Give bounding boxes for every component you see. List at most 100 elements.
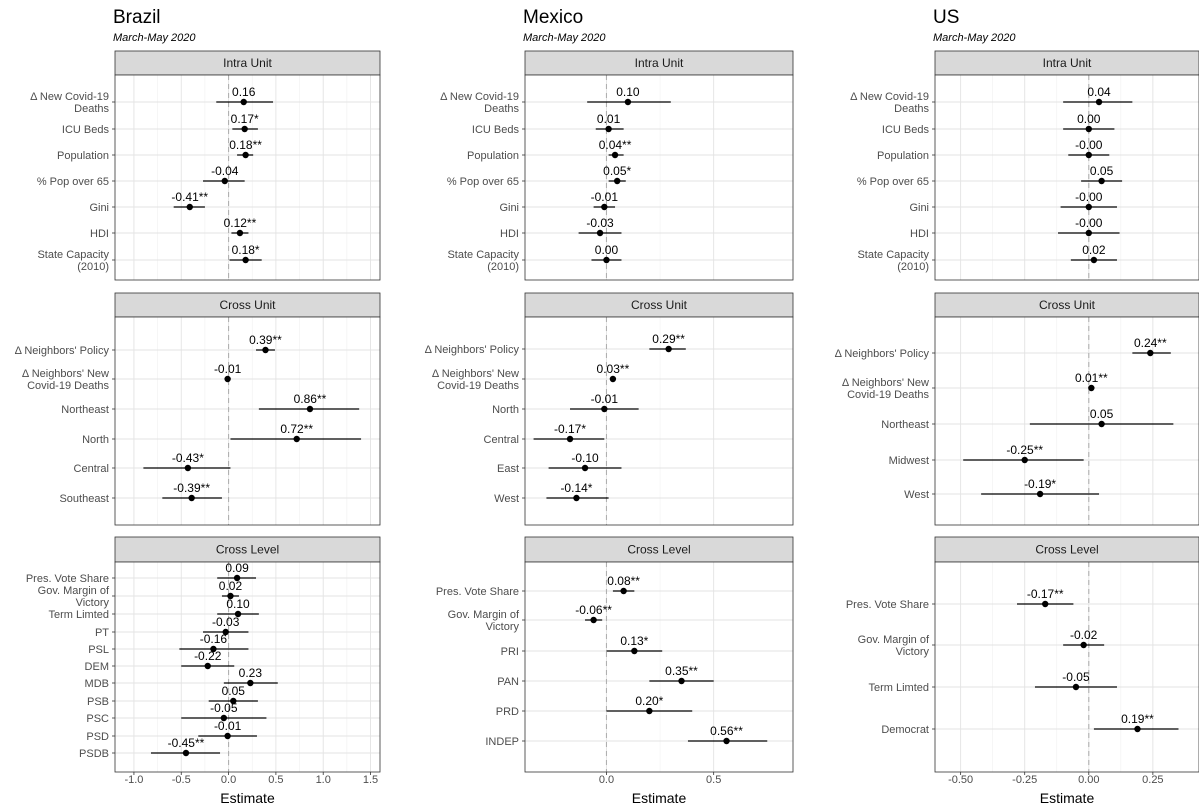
point-estimate [188, 494, 195, 502]
row-label-line: East [497, 463, 519, 475]
point-estimate [601, 405, 608, 413]
point-estimate [220, 714, 228, 722]
row-label: Central [484, 434, 519, 446]
row-label: West [904, 489, 929, 501]
coefficient-row: PSDB -0.45** [79, 736, 221, 760]
x-tick-label: 0.0 [599, 774, 614, 786]
point-estimate [306, 405, 314, 413]
row-label-line: Population [57, 150, 109, 162]
x-axis-title: Estimate [220, 790, 275, 806]
point-estimate [186, 203, 193, 211]
row-label: PSL [88, 644, 109, 656]
coefficient-row: Central -0.17* [484, 422, 605, 446]
coefficient-row: North 0.72** [82, 422, 362, 446]
estimate-label: 0.05 [1090, 164, 1114, 178]
panel-border [524, 561, 794, 773]
row-label: Δ New Covid-19 Deaths [440, 91, 519, 115]
coefficient-row: Gini -0.41** [89, 190, 208, 214]
point-estimate [262, 346, 269, 354]
row-label-line: Population [467, 150, 519, 162]
x-tick-label: 1.0 [316, 774, 331, 786]
estimate-label: -0.10 [571, 451, 599, 465]
row-label: Population [57, 150, 109, 162]
row-label-line: Gov. Margin of [448, 609, 520, 621]
x-axis-title: Estimate [1040, 790, 1095, 806]
estimate-label: 0.16 [232, 85, 256, 99]
point-estimate [596, 229, 604, 237]
row-label: Gov. Margin of Victory [858, 634, 930, 658]
x-tick-label: 0.5 [706, 774, 721, 786]
row-label: North [492, 404, 519, 416]
coefficient-row: Δ New Covid-19 Deaths 0.16 [30, 85, 274, 115]
coefficient-row: PRD 0.20* [496, 694, 693, 718]
row-label-line: Δ Neighbors' New [842, 377, 929, 389]
coefficient-row: % Pop over 65 0.05* [447, 164, 632, 188]
chart-subtitle-us: March-May 2020 [933, 32, 1016, 44]
row-label-line: Δ Neighbors' New [22, 368, 109, 380]
panel-brazil-2: Cross Level Pres. Vote Share 0.09 Gov. Marg… [26, 536, 381, 773]
panel-strip [934, 292, 1199, 318]
row-label: Pres. Vote Share [846, 599, 929, 611]
row-label: Northeast [61, 404, 109, 416]
row-label: PRI [501, 646, 519, 658]
point-estimate [242, 151, 249, 159]
coefficient-row: State Capacity (2010) 0.00 [447, 243, 622, 273]
coefficient-row: Pres. Vote Share 0.09 [26, 561, 257, 585]
coefficient-row: Northeast 0.05 [881, 407, 1174, 431]
chart-title-brazil: Brazil [113, 7, 161, 28]
row-label: PAN [497, 676, 519, 688]
x-tick-label: 0.25 [1142, 774, 1163, 786]
row-label-line: Deaths [484, 103, 519, 115]
coefficient-row: PSB 0.05 [87, 684, 258, 708]
point-estimate [678, 677, 685, 685]
point-estimate [233, 574, 241, 582]
panel-background [935, 562, 1199, 772]
row-label-line: Gov. Margin of [38, 585, 110, 597]
panel-background [935, 75, 1199, 280]
estimate-label: -0.00 [1075, 138, 1103, 152]
coefficient-row: Term Limted -0.05 [868, 670, 1117, 694]
row-label-line: ICU Beds [472, 124, 520, 136]
coefficient-row: MDB 0.23 [85, 666, 278, 690]
point-estimate [241, 125, 248, 133]
point-estimate [1085, 151, 1092, 159]
row-label: DEM [85, 661, 109, 673]
point-estimate [221, 177, 228, 185]
row-label-line: PSD [86, 731, 109, 743]
row-label-line: % Pop over 65 [37, 176, 109, 188]
row-label-line: North [492, 404, 519, 416]
row-label: Central [74, 463, 109, 475]
coefficient-row: Gov. Margin of Victory -0.06** [448, 603, 613, 633]
estimate-label: -0.17* [554, 422, 586, 436]
point-estimate [590, 616, 597, 624]
panel-strip-label: Cross Level [1035, 543, 1098, 557]
row-label-line: HDI [500, 228, 519, 240]
chart-title-us: US [933, 7, 959, 28]
coefficient-row: Southeast -0.39** [59, 481, 222, 505]
x-tick-label: -0.25 [1012, 774, 1037, 786]
point-estimate [1085, 125, 1092, 133]
estimate-label: 0.01 [597, 112, 621, 126]
row-label: Population [467, 150, 519, 162]
row-label-line: Δ New Covid-19 [440, 91, 519, 103]
point-estimate [247, 679, 254, 687]
panel-strip [114, 536, 381, 563]
estimate-label: 0.18** [229, 138, 262, 152]
point-estimate [242, 256, 249, 264]
row-label-line: PT [95, 627, 109, 639]
row-label-line: Deaths [894, 103, 929, 115]
point-estimate [230, 697, 237, 705]
x-axis-title: Estimate [632, 790, 687, 806]
row-label-line: PSL [88, 644, 109, 656]
coefficient-row: Δ Neighbors' New Covid-19 Deaths 0.01** [842, 371, 1108, 401]
row-label-line: Δ Neighbors' Policy [425, 344, 520, 356]
coefficient-row: Pres. Vote Share -0.17** [846, 587, 1074, 611]
coefficient-row: PSD -0.01 [86, 719, 257, 743]
row-label: Gov. Margin of Victory [448, 609, 520, 633]
row-label-line: Term Limted [868, 682, 929, 694]
chart-subtitle-mexico: March-May 2020 [523, 32, 606, 44]
panel-border [934, 74, 1199, 281]
row-label: Democrat [881, 724, 929, 736]
coefficient-row: Term Limted 0.10 [48, 597, 259, 621]
